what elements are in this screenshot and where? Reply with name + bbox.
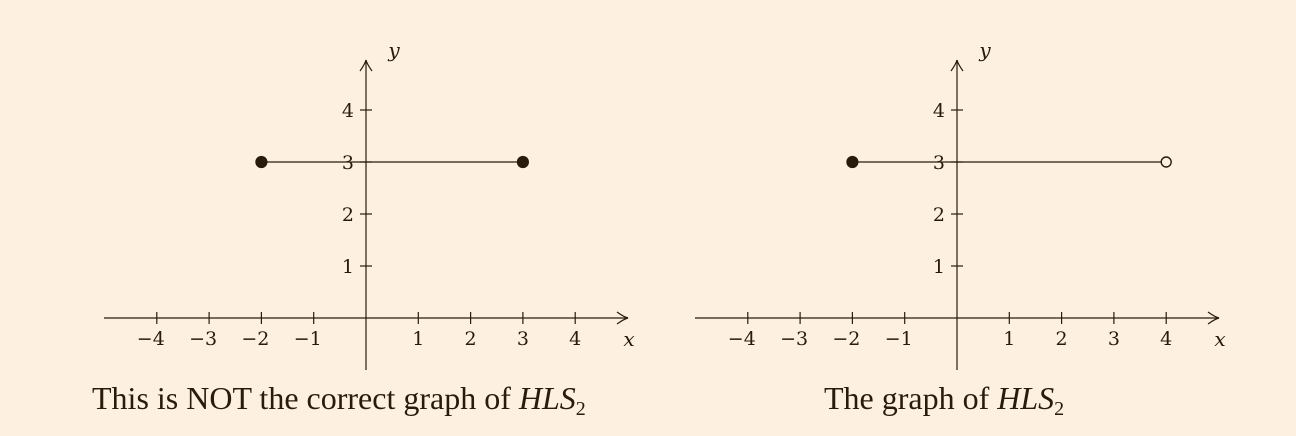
left-caption: This is NOT the correct graph of HLS2 [92, 380, 586, 420]
left-caption-text: This is NOT the correct graph of [92, 380, 519, 416]
right-x-tick-label: −1 [885, 328, 913, 350]
right-x-tick-label: 3 [1108, 328, 1120, 350]
left-caption-math: HLS [518, 380, 576, 416]
right-segment-start-closed-point [846, 155, 859, 169]
left-y-tick-label: 4 [342, 100, 354, 122]
right-caption-text: The graph of [824, 380, 998, 416]
left-segment-start-closed-point [255, 155, 268, 169]
left-y-tick-label: 2 [342, 204, 354, 226]
left-x-tick-label: −2 [241, 328, 269, 350]
right-caption: The graph of HLS2 [824, 380, 1065, 420]
left-y-tick-label: 3 [342, 152, 354, 174]
right-segment-end-open-point [1160, 156, 1172, 168]
right-y-axis-label: y [978, 38, 991, 62]
right-plot: x y −4 −3 −2 −1 1 2 3 4 1 2 3 4 [695, 38, 1226, 370]
right-x-tick-label: 1 [1003, 328, 1015, 350]
right-x-axis-label: x [1214, 327, 1225, 351]
left-y-axis-arrowhead [359, 59, 373, 72]
left-x-tick-label: 4 [569, 328, 581, 350]
left-y-tick-label: 1 [342, 256, 354, 278]
left-x-tick-label: 3 [517, 328, 529, 350]
left-x-tick-label: 1 [412, 328, 424, 350]
right-x-tick-label: −3 [780, 328, 808, 350]
right-caption-math: HLS [997, 380, 1055, 416]
left-x-tick-label: −4 [137, 328, 165, 350]
left-x-axis-arrowhead [616, 311, 629, 325]
left-x-axis-label: x [623, 327, 634, 351]
left-x-tick-label: −3 [189, 328, 217, 350]
left-y-axis-label: y [387, 38, 400, 62]
right-x-tick-label: −4 [728, 328, 756, 350]
left-x-tick-label: 2 [465, 328, 477, 350]
left-segment-end-closed-point [516, 155, 530, 169]
right-x-axis-arrowhead [1207, 311, 1220, 325]
right-x-tick-label: 2 [1056, 328, 1068, 350]
left-caption-subscript: 2 [575, 398, 586, 420]
right-y-axis-arrowhead [950, 59, 964, 72]
left-plot: x y −4 −3 −2 −1 1 2 3 4 1 2 3 4 [104, 38, 635, 370]
right-x-tick-label: −2 [832, 328, 860, 350]
left-x-tick-label: −1 [294, 328, 322, 350]
right-x-tick-label: 4 [1160, 328, 1172, 350]
right-y-tick-label: 2 [933, 204, 945, 226]
right-y-tick-label: 4 [933, 100, 945, 122]
right-y-tick-label: 1 [933, 256, 945, 278]
right-caption-subscript: 2 [1054, 398, 1065, 420]
right-y-tick-label: 3 [933, 152, 945, 174]
